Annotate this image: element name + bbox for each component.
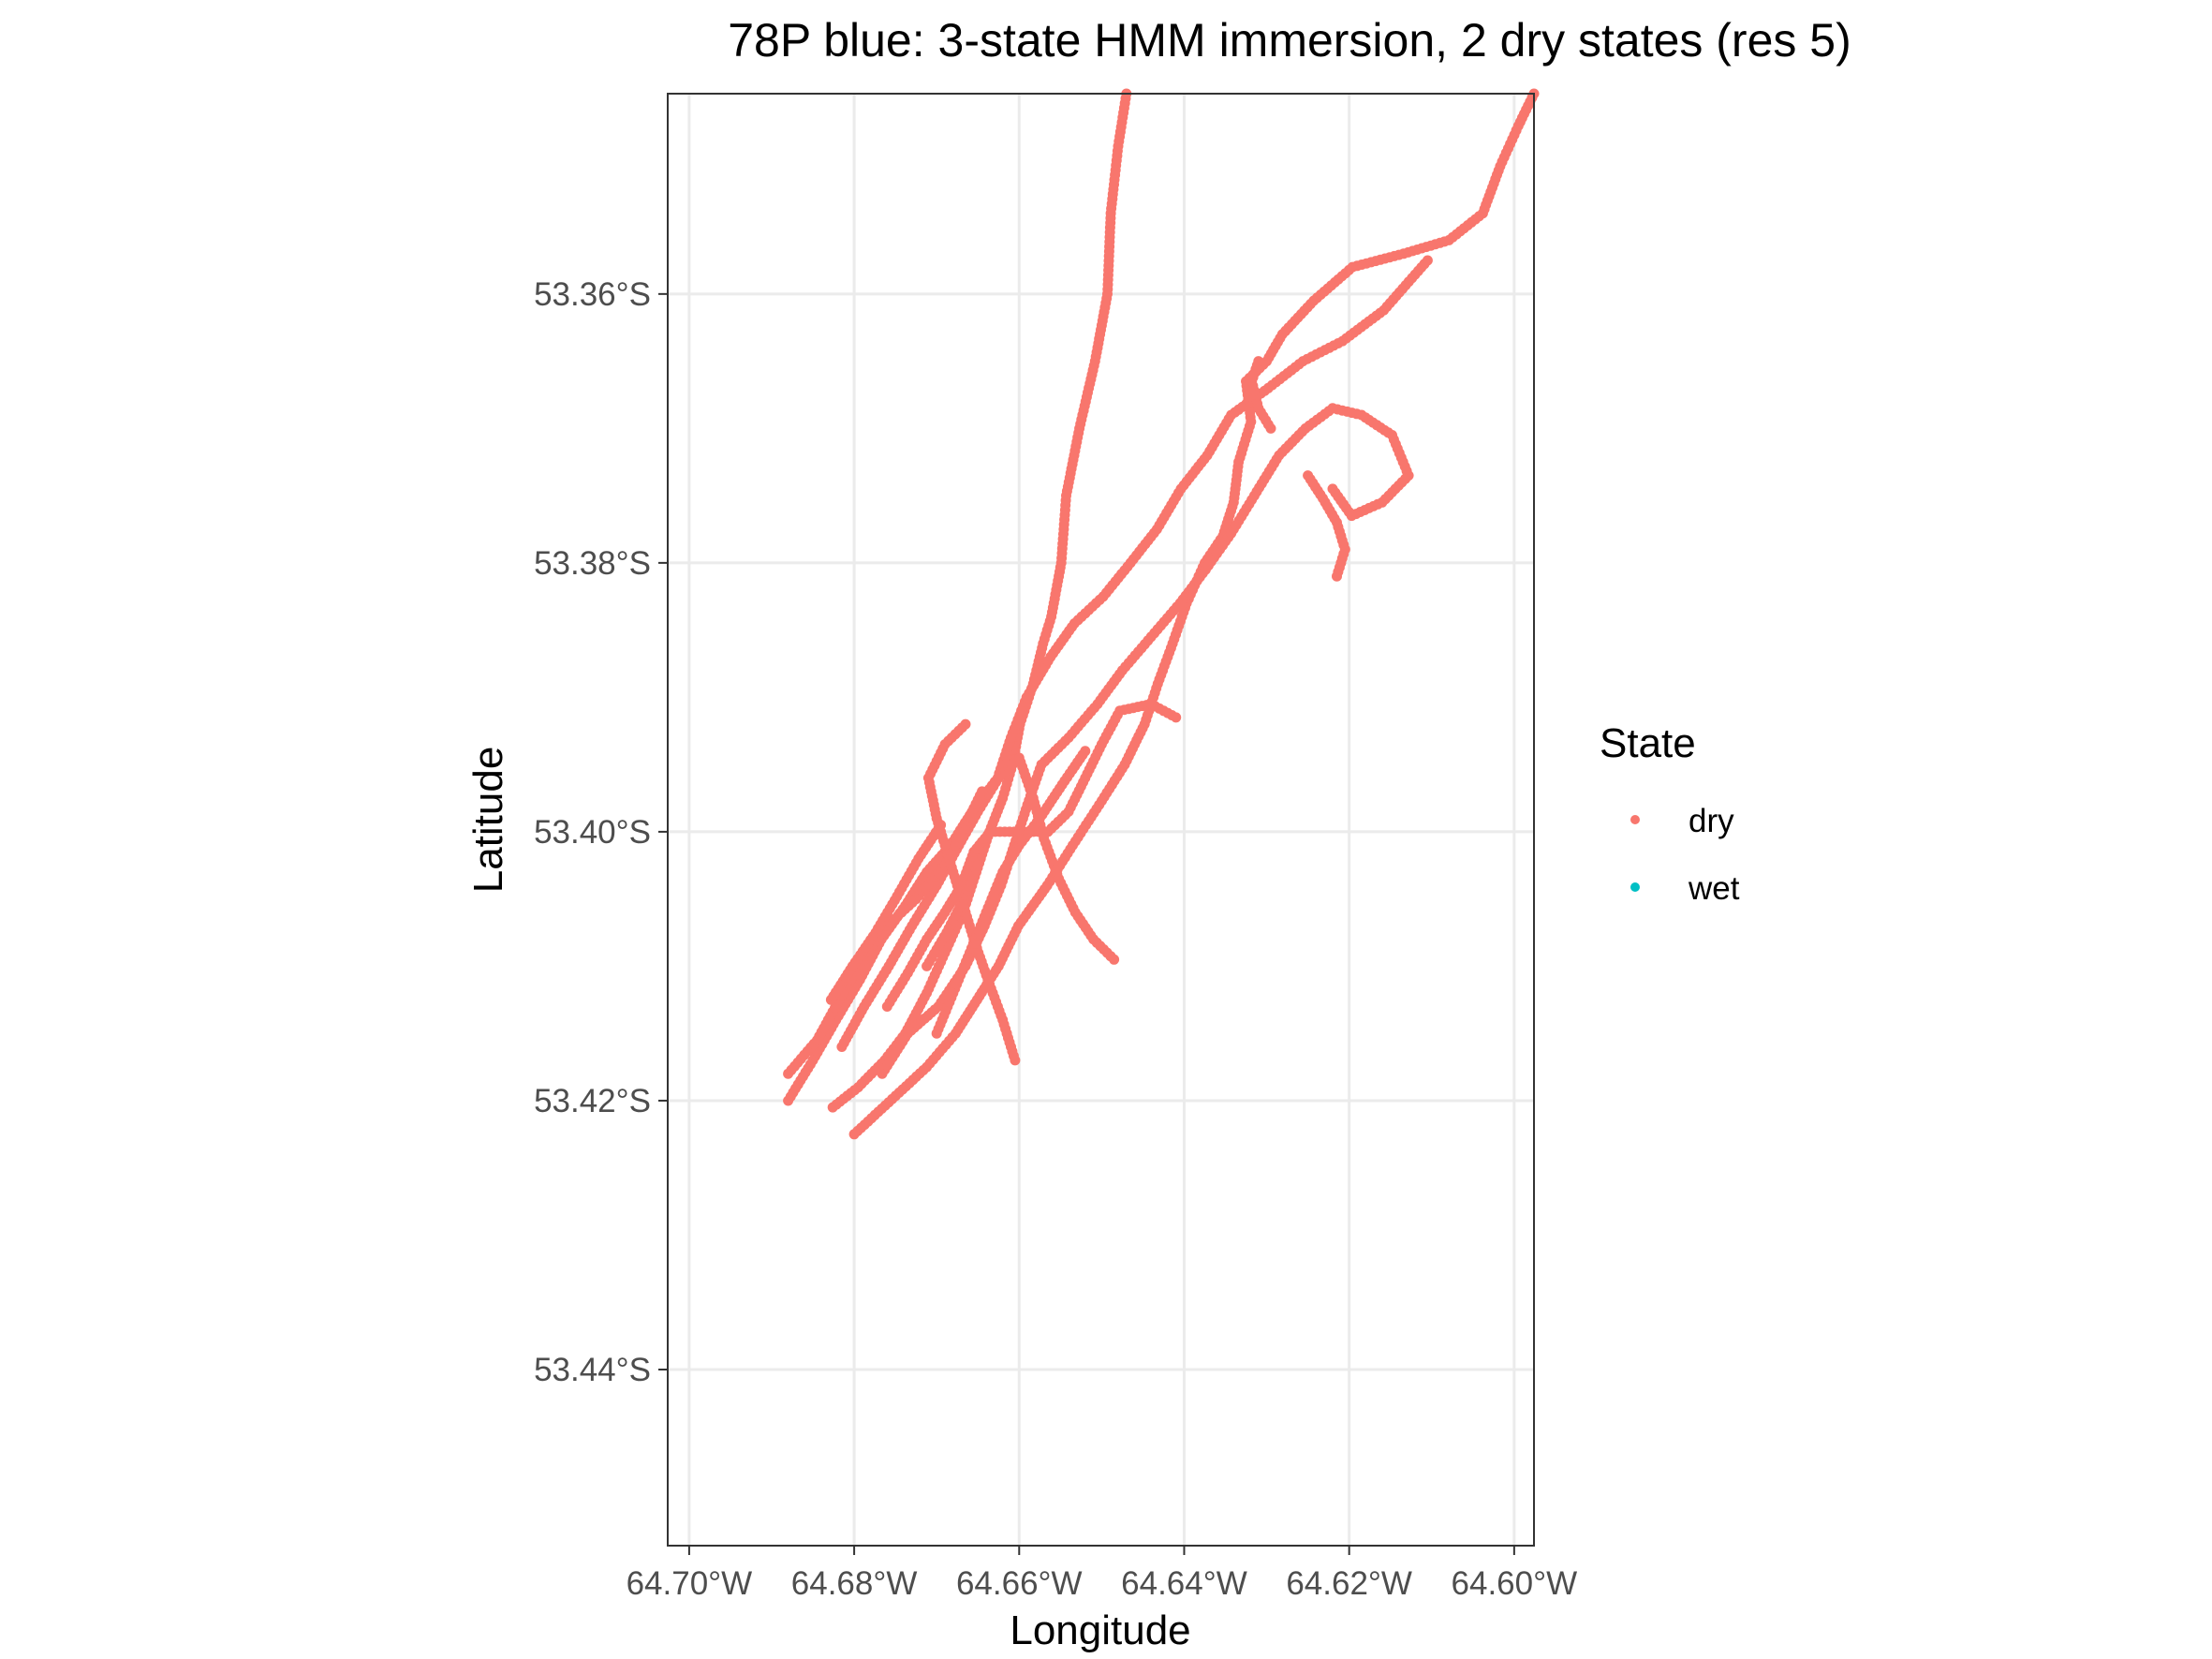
legend: State dry wet xyxy=(1600,720,1740,907)
point-dry xyxy=(1253,356,1264,367)
legend-key-wet xyxy=(1630,882,1640,892)
y-axis: 53.36°S 53.38°S 53.40°S 53.42°S 53.44°S xyxy=(534,276,668,1388)
y-axis-title: Latitude xyxy=(465,747,511,894)
point-dry xyxy=(1080,746,1091,757)
y-tick-label: 53.40°S xyxy=(534,814,651,851)
point-dry xyxy=(1422,255,1433,266)
point-dry xyxy=(977,786,988,797)
legend-label-wet: wet xyxy=(1688,870,1740,907)
x-tick-label: 64.68°W xyxy=(791,1565,918,1602)
point-dry xyxy=(972,860,983,871)
chart-title: 78P blue: 3-state HMM immersion, 2 dry s… xyxy=(728,14,1851,67)
point-dry xyxy=(848,1129,860,1140)
point-dry xyxy=(827,1102,838,1113)
x-tick-label: 64.64°W xyxy=(1121,1565,1247,1602)
x-tick-label: 64.66°W xyxy=(956,1565,1083,1602)
point-dry xyxy=(1171,712,1182,723)
point-dry xyxy=(1327,483,1338,495)
y-tick-label: 53.36°S xyxy=(534,276,651,313)
x-axis-title: Longitude xyxy=(1010,1607,1190,1653)
legend-label-dry: dry xyxy=(1688,803,1734,839)
x-tick-label: 64.70°W xyxy=(627,1565,753,1602)
plot-panel-border xyxy=(667,93,1535,1547)
x-tick-label: 64.60°W xyxy=(1452,1565,1578,1602)
point-dry xyxy=(960,718,971,730)
legend-title: State xyxy=(1600,720,1696,766)
track-points xyxy=(783,88,1540,1140)
y-tick-label: 53.44°S xyxy=(534,1352,651,1388)
x-tick-label: 64.62°W xyxy=(1286,1565,1412,1602)
x-axis: 64.70°W 64.68°W 64.66°W 64.64°W 64.62°W 64.60… xyxy=(627,1546,1578,1602)
y-tick-label: 53.38°S xyxy=(534,545,651,582)
point-dry xyxy=(1109,954,1120,965)
y-tick-label: 53.42°S xyxy=(534,1083,651,1119)
plot-panel xyxy=(667,88,1540,1547)
point-dry xyxy=(1332,570,1342,582)
point-dry xyxy=(936,820,947,831)
legend-key-dry xyxy=(1630,815,1640,824)
